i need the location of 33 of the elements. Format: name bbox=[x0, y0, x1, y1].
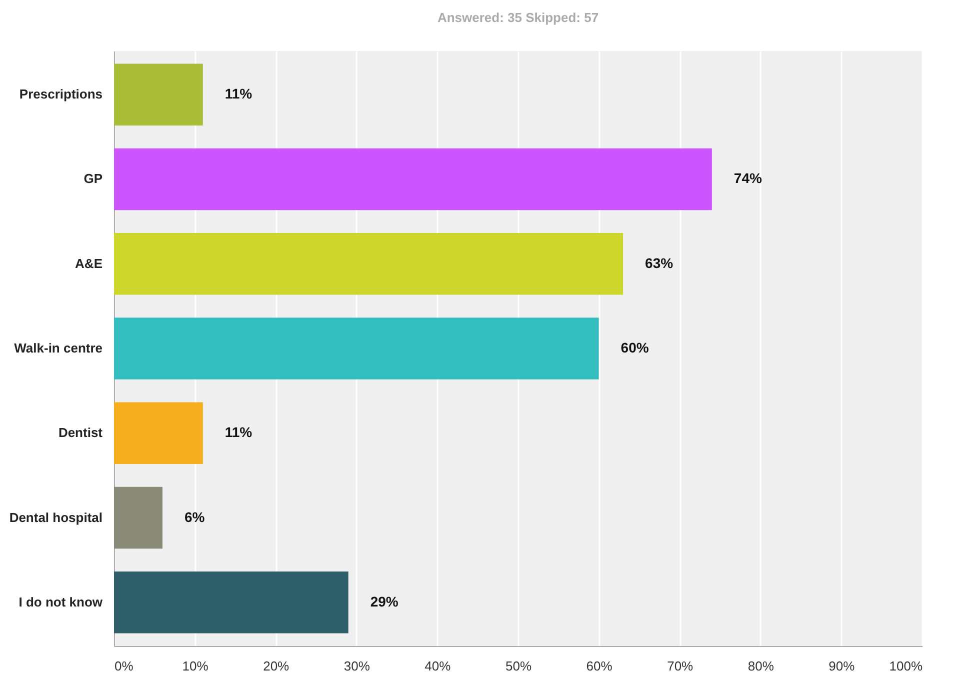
x-tick-label: 30% bbox=[344, 658, 370, 674]
bar bbox=[114, 318, 599, 380]
x-tick-label: 60% bbox=[586, 658, 613, 674]
y-tick-label: Walk-in centre bbox=[14, 340, 102, 356]
data-label: 11% bbox=[224, 86, 253, 102]
data-label: 29% bbox=[370, 593, 399, 610]
data-label: 63% bbox=[645, 254, 674, 271]
bar bbox=[114, 402, 203, 464]
bar bbox=[114, 486, 162, 549]
x-tick-label: 50% bbox=[505, 658, 532, 674]
chart-title: Answered: 35 Skipped: 57 bbox=[437, 10, 599, 25]
data-label: 60% bbox=[620, 340, 650, 356]
bar bbox=[114, 64, 203, 126]
y-tick-label: GP bbox=[84, 171, 103, 186]
x-tick-label: 0% bbox=[114, 658, 134, 674]
data-label: 11% bbox=[224, 424, 253, 440]
bar bbox=[114, 148, 712, 210]
x-tick-label: 70% bbox=[667, 658, 694, 674]
bar bbox=[114, 572, 348, 634]
x-tick-label: 10% bbox=[182, 658, 209, 674]
y-tick-label: A&E bbox=[75, 256, 103, 271]
data-label: 6% bbox=[184, 508, 206, 525]
x-tick-label: 100% bbox=[889, 658, 923, 674]
y-tick-label: Dental hospital bbox=[9, 510, 102, 525]
x-tick-label: 40% bbox=[424, 658, 452, 674]
x-tick-label: 80% bbox=[748, 658, 774, 674]
y-tick-label: Prescriptions bbox=[19, 86, 102, 102]
y-tick-label: Dentist bbox=[58, 425, 104, 440]
x-tick-label: 20% bbox=[263, 658, 290, 674]
x-tick-label: 90% bbox=[828, 658, 856, 674]
data-label: 74% bbox=[734, 170, 762, 186]
y-tick-label: I do not know bbox=[18, 594, 104, 610]
bar bbox=[114, 232, 624, 295]
